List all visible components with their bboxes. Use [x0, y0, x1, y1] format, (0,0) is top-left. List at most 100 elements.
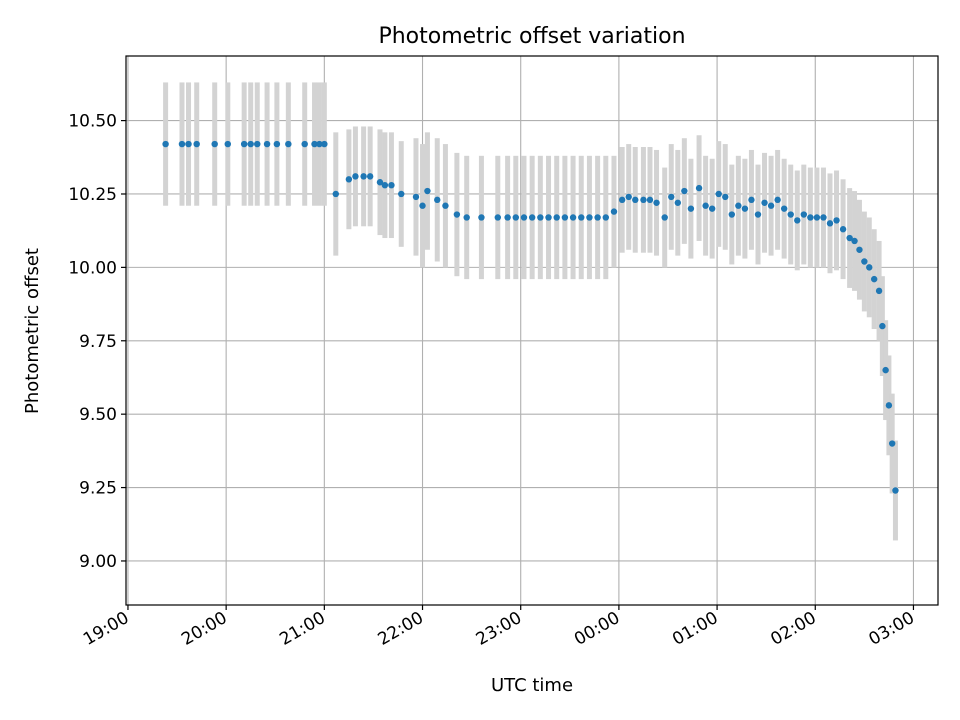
- data-point: [398, 190, 405, 198]
- data-point: [162, 140, 169, 148]
- data-point: [345, 176, 353, 183]
- data-point: [419, 202, 426, 209]
- data-points: [162, 140, 899, 494]
- y-tick-label: 9.25: [79, 479, 117, 499]
- data-point: [254, 140, 261, 148]
- data-point: [316, 140, 323, 148]
- data-point: [687, 205, 695, 212]
- data-point: [794, 217, 801, 224]
- data-point: [708, 205, 716, 212]
- data-point: [273, 140, 281, 148]
- data-point: [885, 402, 893, 409]
- data-point: [537, 214, 544, 221]
- data-point: [569, 214, 577, 221]
- data-point: [748, 196, 755, 204]
- data-point: [594, 214, 601, 221]
- data-point: [735, 202, 742, 209]
- data-point: [741, 205, 749, 212]
- data-point: [553, 214, 560, 221]
- data-point: [263, 140, 271, 148]
- data-point: [504, 214, 511, 221]
- data-point: [578, 214, 585, 221]
- data-point: [833, 217, 840, 224]
- data-point: [674, 199, 682, 206]
- data-point: [861, 258, 868, 265]
- data-point: [761, 199, 768, 206]
- data-point: [856, 246, 863, 253]
- data-point: [285, 140, 292, 148]
- data-point: [774, 196, 781, 204]
- data-point: [625, 193, 632, 201]
- y-tick-label: 10.00: [68, 258, 117, 278]
- data-point: [767, 202, 775, 209]
- data-point: [661, 214, 668, 221]
- data-point: [193, 140, 200, 148]
- y-tick-label: 10.25: [68, 185, 117, 205]
- data-point: [851, 237, 858, 245]
- data-point: [754, 211, 762, 218]
- data-point: [839, 226, 847, 233]
- data-point: [528, 214, 536, 221]
- data-point: [352, 173, 359, 180]
- data-point: [668, 193, 675, 201]
- data-point: [820, 214, 827, 221]
- data-point: [311, 140, 318, 148]
- data-point: [512, 214, 519, 221]
- y-axis-ticks: 9.00 9.25 9.50 9.75 10.00 10.25 10.50: [68, 112, 126, 572]
- data-point: [247, 140, 254, 148]
- data-point: [602, 214, 610, 221]
- data-point: [610, 208, 618, 215]
- data-point: [646, 196, 654, 204]
- y-tick-label: 9.50: [79, 405, 117, 425]
- chart-title: Photometric offset variation: [378, 24, 685, 49]
- data-point: [240, 140, 248, 148]
- data-point: [787, 211, 794, 218]
- data-point: [892, 487, 899, 494]
- data-point: [728, 211, 736, 218]
- data-point: [424, 187, 431, 195]
- data-point: [586, 214, 593, 221]
- data-point: [412, 193, 420, 201]
- data-point: [715, 190, 722, 198]
- data-point: [442, 202, 449, 209]
- data-point: [211, 140, 218, 148]
- data-point: [301, 140, 308, 148]
- data-point: [826, 220, 834, 227]
- data-point: [813, 214, 821, 221]
- data-point: [520, 214, 528, 221]
- x-axis-label: UTC time: [491, 675, 573, 696]
- data-point: [800, 211, 808, 218]
- data-point: [366, 173, 374, 180]
- data-point: [360, 173, 367, 180]
- data-point: [381, 181, 389, 189]
- data-point: [681, 187, 688, 195]
- data-point: [478, 214, 485, 221]
- data-point: [434, 196, 441, 204]
- y-tick-label: 9.75: [79, 332, 117, 352]
- data-point: [807, 214, 814, 221]
- data-point: [879, 322, 886, 330]
- data-point: [870, 275, 878, 283]
- data-point: [875, 287, 883, 295]
- data-point: [888, 440, 896, 447]
- data-point: [185, 140, 192, 148]
- data-point: [388, 181, 395, 189]
- data-point: [640, 196, 647, 204]
- data-point: [453, 211, 461, 218]
- data-point: [722, 193, 729, 201]
- data-point: [882, 366, 889, 374]
- data-point: [632, 196, 639, 204]
- data-point: [653, 199, 660, 206]
- y-tick-label: 9.00: [79, 552, 117, 572]
- data-point: [178, 140, 186, 148]
- data-point: [321, 140, 328, 148]
- y-axis-label: Photometric offset: [22, 248, 43, 414]
- data-point: [561, 214, 569, 221]
- data-point: [376, 179, 384, 186]
- data-point: [463, 214, 470, 221]
- data-point: [702, 202, 709, 209]
- data-point: [846, 234, 853, 242]
- data-point: [866, 264, 873, 271]
